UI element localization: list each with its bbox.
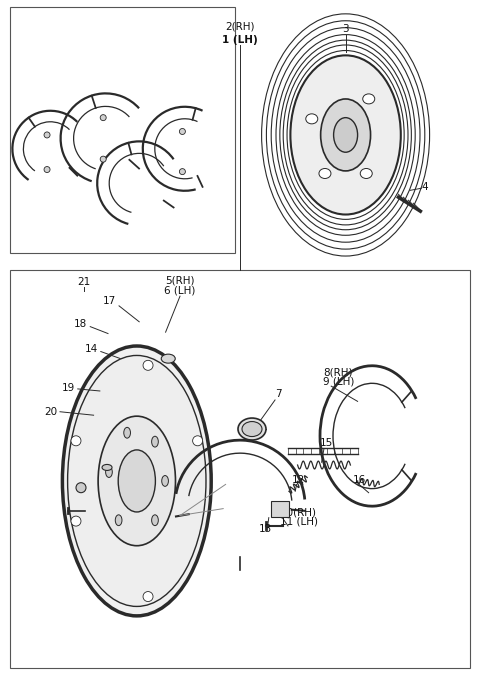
Text: 20: 20	[44, 407, 57, 417]
Text: 1 (LH): 1 (LH)	[222, 35, 258, 45]
Ellipse shape	[321, 99, 371, 171]
Circle shape	[143, 361, 153, 370]
Ellipse shape	[115, 515, 122, 526]
Ellipse shape	[162, 475, 168, 486]
Text: 15: 15	[320, 438, 333, 448]
Text: 9 (LH): 9 (LH)	[323, 377, 354, 387]
Ellipse shape	[334, 118, 358, 152]
Bar	[10, 270, 470, 668]
Ellipse shape	[68, 356, 206, 606]
Circle shape	[180, 169, 185, 174]
Text: 7: 7	[275, 390, 282, 399]
Text: 21: 21	[77, 277, 91, 287]
Ellipse shape	[124, 428, 131, 438]
Ellipse shape	[98, 416, 176, 546]
Ellipse shape	[290, 55, 401, 215]
Ellipse shape	[152, 436, 158, 447]
Circle shape	[100, 115, 106, 120]
Ellipse shape	[360, 168, 372, 179]
Circle shape	[143, 592, 153, 601]
Ellipse shape	[152, 515, 158, 526]
Text: 3: 3	[342, 24, 349, 34]
Text: 16: 16	[352, 475, 366, 484]
Ellipse shape	[306, 114, 318, 124]
Text: 11 (LH): 11 (LH)	[279, 517, 318, 527]
Ellipse shape	[363, 94, 375, 104]
Ellipse shape	[161, 354, 175, 363]
Text: 13: 13	[258, 524, 272, 534]
Text: 10(RH): 10(RH)	[280, 507, 317, 517]
Text: 17: 17	[103, 296, 116, 306]
Text: 2(RH): 2(RH)	[225, 21, 255, 31]
Ellipse shape	[102, 464, 112, 471]
Circle shape	[100, 156, 106, 162]
Circle shape	[44, 132, 50, 138]
Text: 5(RH): 5(RH)	[165, 275, 195, 285]
Circle shape	[192, 436, 203, 446]
Text: 4: 4	[421, 182, 428, 192]
Ellipse shape	[118, 450, 156, 512]
Circle shape	[44, 167, 50, 172]
Ellipse shape	[62, 346, 211, 616]
Circle shape	[71, 516, 81, 526]
Circle shape	[76, 483, 86, 493]
Text: 8(RH): 8(RH)	[324, 367, 353, 377]
Circle shape	[180, 129, 185, 134]
Ellipse shape	[242, 421, 262, 437]
Text: 14: 14	[84, 345, 98, 354]
Circle shape	[71, 436, 81, 446]
Ellipse shape	[106, 466, 112, 477]
Ellipse shape	[319, 168, 331, 179]
FancyBboxPatch shape	[271, 500, 289, 517]
Text: 19: 19	[61, 383, 75, 392]
Text: 12: 12	[292, 475, 305, 484]
Text: 6 (LH): 6 (LH)	[164, 286, 196, 295]
Text: 18: 18	[74, 319, 87, 329]
Bar	[10, 7, 235, 253]
Ellipse shape	[238, 418, 266, 440]
